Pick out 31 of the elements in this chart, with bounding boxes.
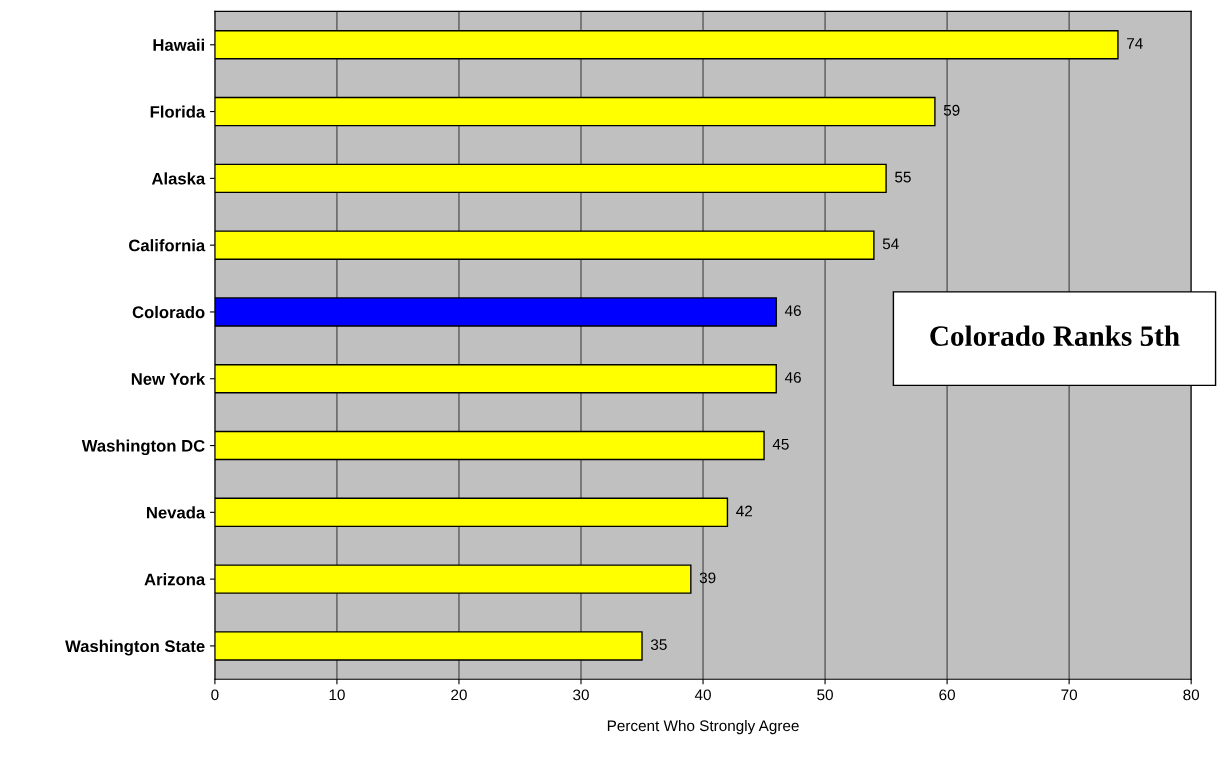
y-tick-label: Colorado: [132, 305, 205, 319]
data-label: 42: [736, 505, 752, 517]
y-tick-label: Washington State: [65, 639, 205, 656]
x-tick-label: 30: [573, 689, 589, 701]
y-tick-label: Nevada: [147, 506, 206, 519]
data-label: 35: [650, 639, 667, 651]
data-label: 59: [943, 104, 960, 116]
annotation: Colorado Ranks 5th: [930, 325, 1180, 346]
x-tick-label: 20: [451, 689, 467, 701]
data-label: 46: [784, 372, 801, 383]
y-tick-label: Florida: [150, 105, 206, 118]
x-tick-label: 10: [329, 689, 345, 701]
y-tick-label: Alaska: [151, 172, 206, 185]
x-tick-label: 40: [694, 689, 711, 701]
x-tick-label: 80: [1183, 689, 1200, 701]
data-label: 55: [895, 171, 911, 183]
x-tick-label: 0: [211, 689, 219, 701]
x-axis-title: Percent Who Strongly Agree: [607, 719, 799, 735]
data-label: 46: [784, 305, 801, 317]
x-tick-label: 70: [1061, 689, 1078, 701]
data-label: 39: [699, 572, 716, 584]
x-tick-label: 60: [939, 689, 955, 701]
y-tick-label: Washington DC: [81, 439, 205, 456]
y-tick-label: California: [129, 239, 206, 252]
y-tick-label: Arizona: [144, 573, 206, 586]
data-label: 54: [882, 238, 899, 250]
data-label: 74: [1127, 38, 1143, 49]
y-tick-label: Hawaii: [153, 38, 204, 51]
data-label: 45: [772, 438, 789, 450]
x-tick-label: 50: [817, 689, 833, 701]
y-tick-label: New York: [131, 372, 206, 385]
